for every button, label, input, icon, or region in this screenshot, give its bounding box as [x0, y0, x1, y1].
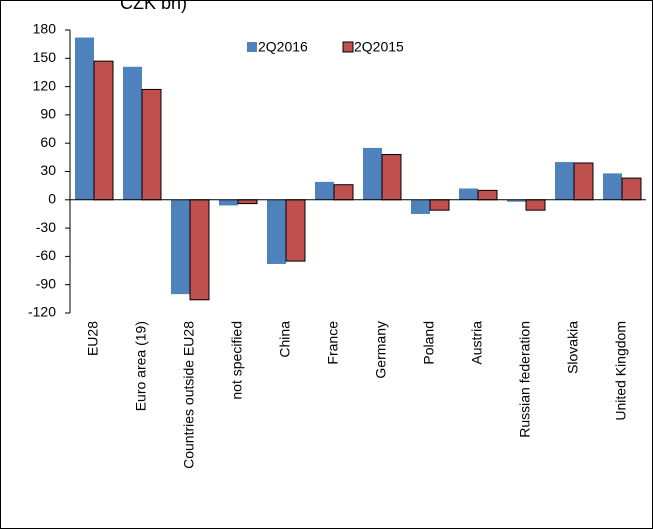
bar	[573, 162, 594, 201]
y-tick-label: 90	[40, 106, 56, 122]
y-tick-label: -30	[36, 219, 56, 235]
legend-swatch	[247, 42, 257, 52]
x-tick-label: EU28	[85, 321, 101, 356]
bar	[285, 199, 306, 262]
bar	[411, 199, 430, 214]
x-tick-label: Germany	[373, 321, 389, 379]
legend-swatch	[342, 41, 354, 53]
x-tick-label: Slovakia	[565, 321, 581, 374]
chart-title: CZK bn)	[120, 0, 187, 13]
x-tick-label: Euro area (19)	[133, 321, 149, 411]
bar	[507, 199, 526, 202]
bar	[459, 188, 478, 200]
bar	[381, 154, 402, 201]
x-tick-label: France	[325, 321, 341, 365]
bar	[267, 199, 286, 264]
y-tick-label: -90	[36, 275, 56, 291]
bar	[75, 37, 94, 200]
bar	[477, 189, 498, 201]
bar	[363, 147, 382, 200]
y-tick-label: -120	[28, 304, 56, 320]
y-tick-label: 180	[33, 21, 57, 37]
y-tick-label: 60	[40, 134, 56, 150]
x-tick-label: Austria	[469, 321, 485, 365]
bar	[123, 66, 142, 200]
bar	[189, 199, 210, 301]
bar	[93, 60, 114, 201]
y-tick-label: 0	[48, 191, 56, 207]
x-tick-label: not specified	[229, 321, 245, 400]
bar	[141, 88, 162, 201]
x-tick-label: United Kingdom	[613, 321, 629, 421]
bar	[219, 199, 238, 206]
y-tick-label: 150	[33, 49, 57, 65]
legend-label: 2Q2016	[258, 39, 308, 55]
y-tick-label: 30	[40, 162, 56, 178]
bar	[237, 199, 258, 205]
bar	[333, 184, 354, 201]
x-tick-label: Poland	[421, 321, 437, 365]
bar	[621, 177, 642, 201]
y-tick-label: -60	[36, 247, 56, 263]
bar	[525, 199, 546, 211]
x-tick-label: Countries outside EU28	[181, 321, 197, 469]
bar	[171, 199, 190, 295]
bar	[315, 181, 334, 200]
x-tick-label: Russian federation	[517, 321, 533, 438]
bar	[429, 199, 450, 211]
x-tick-label: China	[277, 321, 293, 358]
legend-label: 2Q2015	[354, 39, 404, 55]
bar	[555, 162, 574, 200]
y-tick-label: 120	[33, 77, 57, 93]
bar	[603, 173, 622, 200]
